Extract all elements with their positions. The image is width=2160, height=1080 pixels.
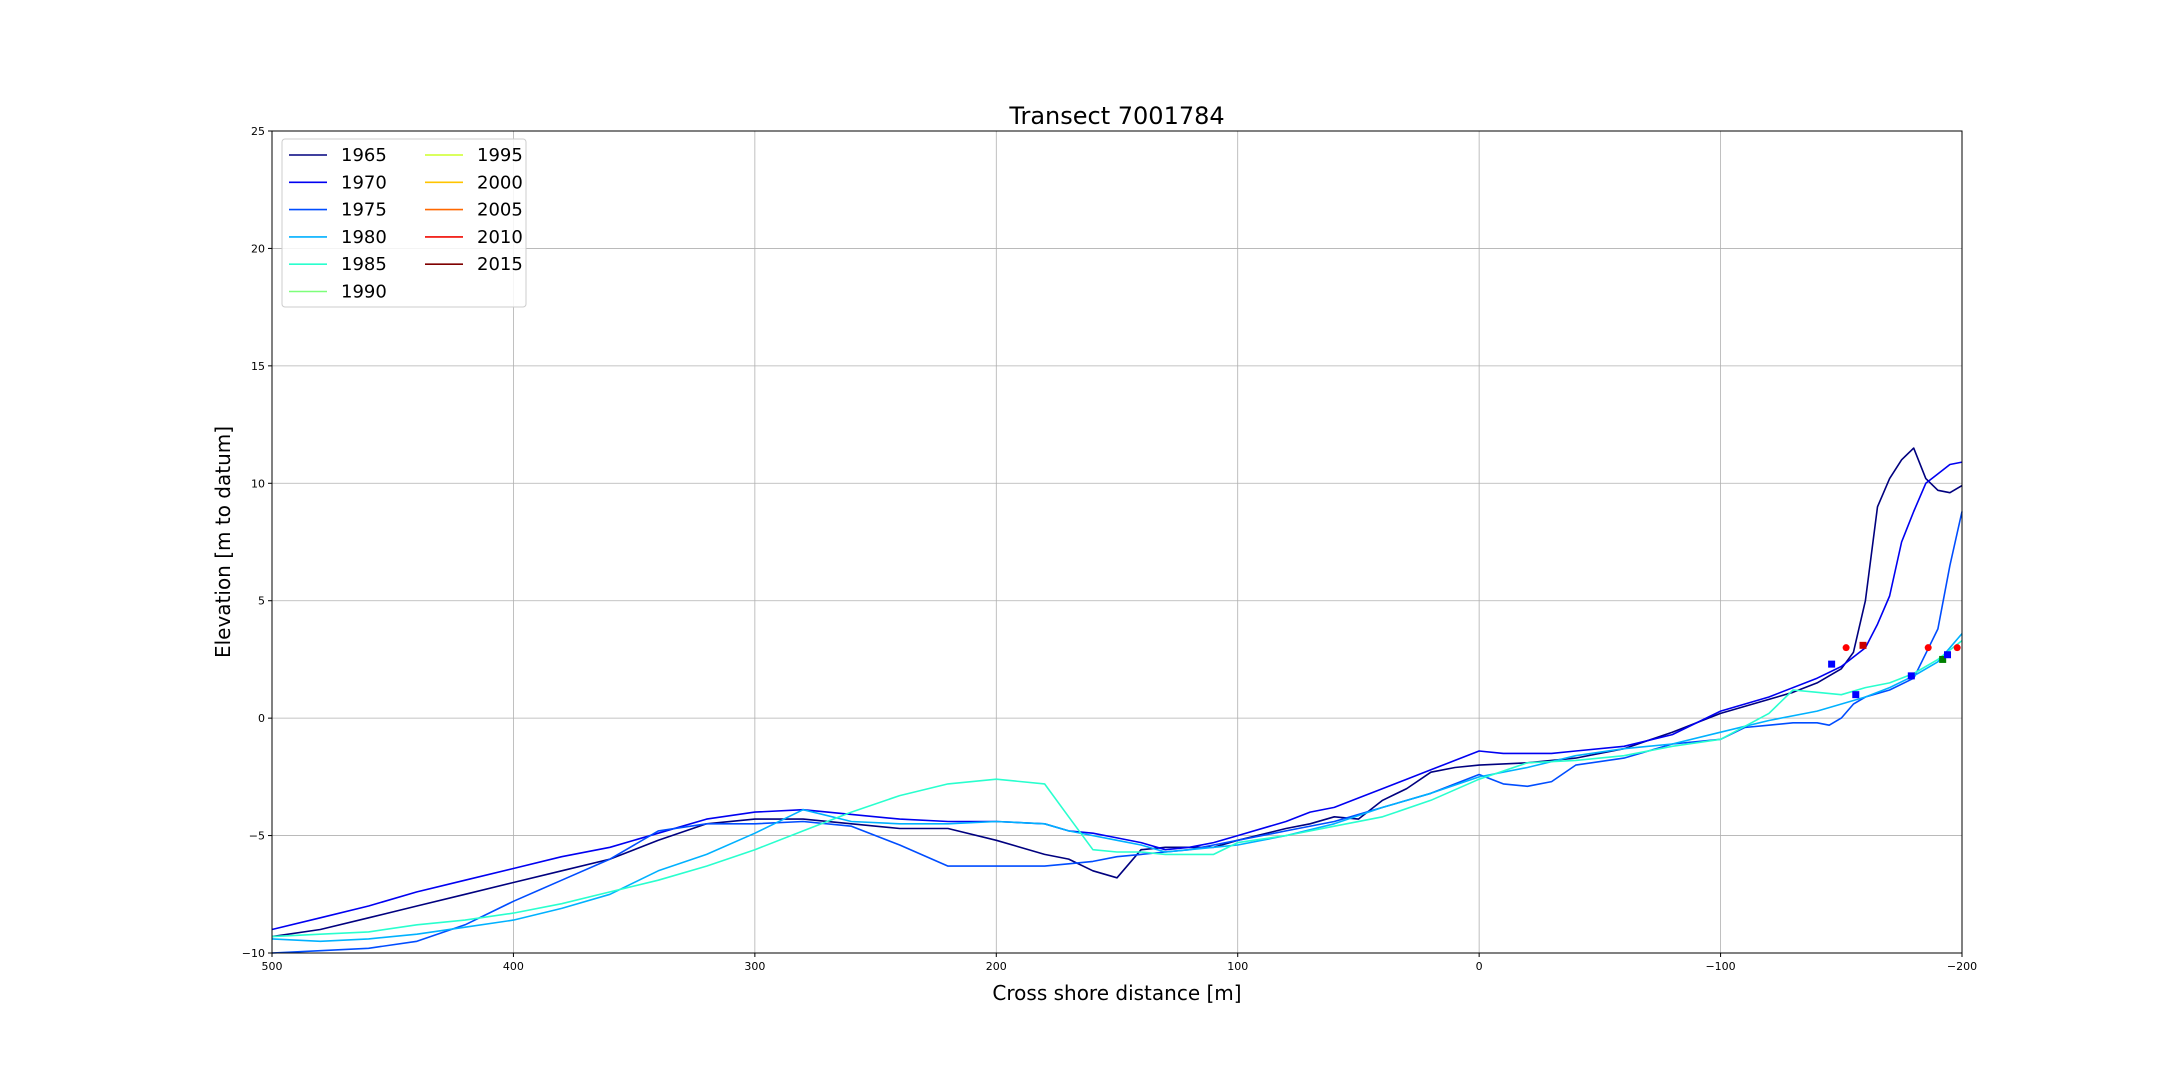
x-tick-label: −100	[1705, 960, 1735, 973]
data-point-marker	[1859, 641, 1867, 649]
plot-frame	[271, 130, 1963, 954]
x-tick-label: 100	[1227, 960, 1248, 973]
data-point-marker	[1828, 660, 1836, 668]
y-tick-label: 25	[251, 125, 265, 138]
legend-label-1985: 1985	[341, 254, 387, 275]
y-tick-label: −10	[242, 947, 265, 960]
legend-label-1990: 1990	[341, 282, 387, 303]
x-tick-label: 200	[986, 960, 1007, 973]
series-line-1965	[271, 447, 1963, 938]
legend-label-1970: 1970	[341, 172, 387, 193]
legend: 1965 1970 1975 1980 1985 1990 1995 2000 2005 2010…	[281, 138, 527, 308]
y-tick-label: 10	[251, 477, 265, 490]
data-point-marker	[1924, 644, 1932, 652]
y-tick-label: 15	[251, 360, 265, 373]
data-point-marker	[1939, 655, 1947, 663]
y-axis-label: Elevation [m to datum]	[211, 426, 235, 658]
legend-box	[281, 138, 527, 308]
legend-label-2000: 2000	[477, 172, 523, 193]
legend-label-1980: 1980	[341, 227, 387, 248]
x-axis-label: Cross shore distance [m]	[992, 981, 1241, 1005]
y-tick-label: 0	[258, 712, 265, 725]
data-point-marker	[1852, 691, 1860, 699]
data-point-marker	[1944, 651, 1952, 659]
y-tick-label: 5	[258, 595, 265, 608]
y-tick-label: 20	[251, 242, 265, 255]
x-tick-label: 300	[744, 960, 765, 973]
x-tick-label: −200	[1947, 960, 1977, 973]
chart-title: Transect 7001784	[1008, 102, 1224, 130]
x-tick-label: 400	[503, 960, 524, 973]
series-line-1975	[271, 511, 1963, 954]
data-point-marker	[1953, 644, 1961, 652]
series-line-1970	[271, 461, 1963, 931]
data-point-marker	[1907, 672, 1915, 680]
ticks: 500 400 300 200 100 0 −100 −200 −10 −5 0 5 10 15 20 25	[242, 125, 1977, 973]
y-tick-label: −5	[249, 830, 265, 843]
legend-label-2010: 2010	[477, 227, 523, 248]
x-tick-label: 500	[262, 960, 283, 973]
markers-group	[1828, 641, 1961, 699]
legend-label-1975: 1975	[341, 200, 387, 221]
legend-label-1995: 1995	[477, 145, 523, 166]
legend-label-2005: 2005	[477, 200, 523, 221]
series-line-1980	[271, 633, 1963, 943]
legend-label-1965: 1965	[341, 145, 387, 166]
legend-label-2015: 2015	[477, 254, 523, 275]
series-line-1985	[271, 639, 1963, 938]
x-tick-label: 0	[1476, 960, 1483, 973]
data-point-marker	[1842, 644, 1850, 652]
series-group	[271, 447, 1963, 954]
